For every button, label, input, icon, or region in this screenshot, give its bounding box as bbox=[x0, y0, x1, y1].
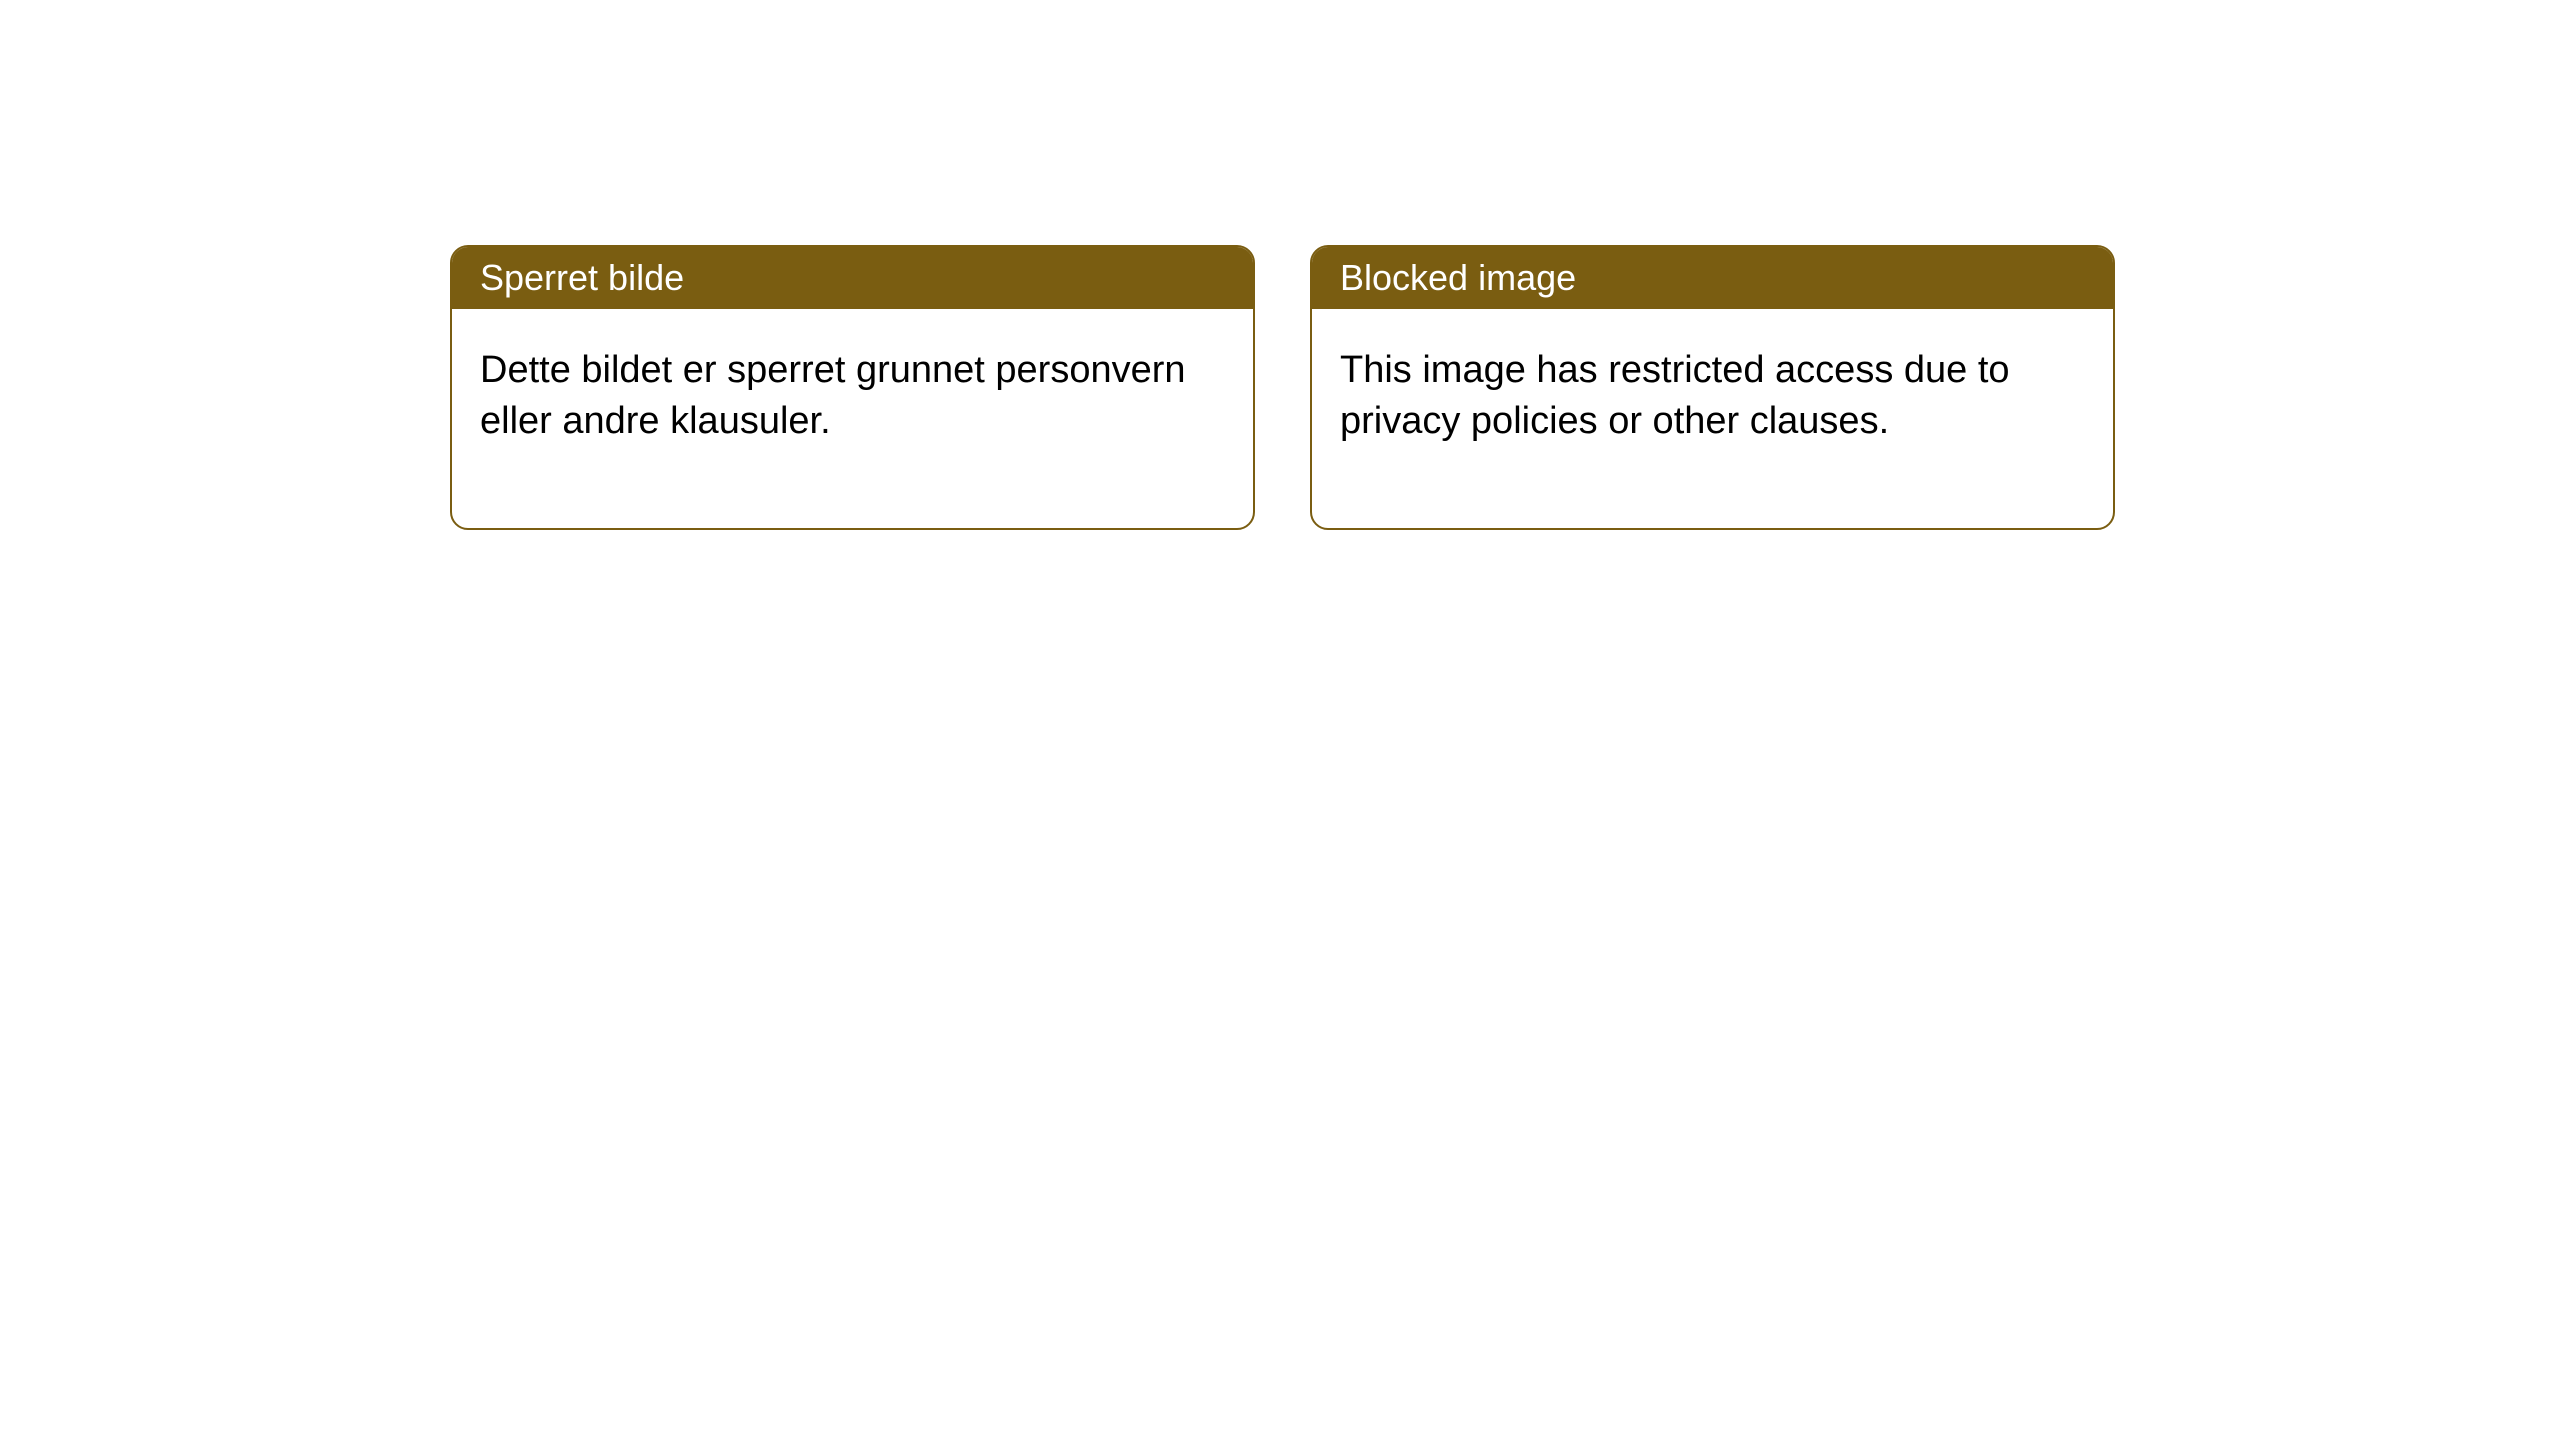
notice-title: Sperret bilde bbox=[480, 257, 684, 298]
notice-body: Dette bildet er sperret grunnet personve… bbox=[452, 309, 1253, 528]
notices-container: Sperret bilde Dette bildet er sperret gr… bbox=[450, 245, 2115, 530]
notice-body-text: Dette bildet er sperret grunnet personve… bbox=[480, 349, 1186, 442]
notice-title: Blocked image bbox=[1340, 257, 1576, 298]
notice-body: This image has restricted access due to … bbox=[1312, 309, 2113, 528]
notice-header: Blocked image bbox=[1312, 247, 2113, 309]
notice-header: Sperret bilde bbox=[452, 247, 1253, 309]
notice-body-text: This image has restricted access due to … bbox=[1340, 349, 2010, 442]
notice-card-norwegian: Sperret bilde Dette bildet er sperret gr… bbox=[450, 245, 1255, 530]
notice-card-english: Blocked image This image has restricted … bbox=[1310, 245, 2115, 530]
